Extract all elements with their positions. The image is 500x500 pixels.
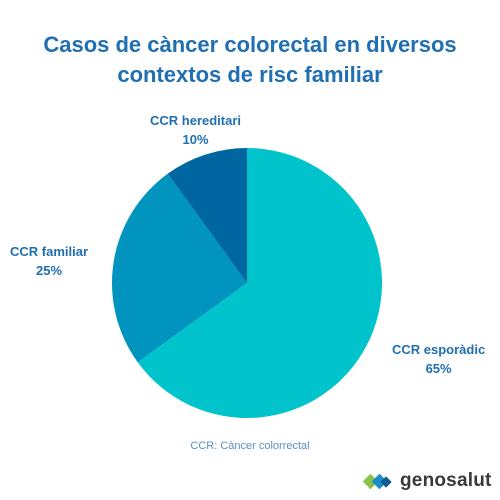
genosalut-logo-icon [362, 473, 392, 490]
chart-title-line-1: Casos de càncer colorectal en diversos [43, 32, 457, 57]
brand-name: genosalut [400, 470, 492, 491]
chart-title: Casos de càncer colorectal en diversos c… [0, 30, 500, 90]
slice-name: CCR hereditari [150, 113, 242, 128]
slice-hereditari [167, 148, 247, 283]
slice-label-hereditari: CCR hereditari 10% [150, 111, 241, 149]
slice-percent: 25% [36, 263, 63, 278]
slice-name: CCR familiar [10, 244, 89, 259]
chart-title-line-2: contextos de risc familiar [117, 62, 383, 87]
slice-label-esporadic: CCR esporàdic 65% [392, 340, 485, 378]
slice-esporadic [137, 148, 382, 419]
slice-percent: 10% [182, 132, 209, 147]
slice-name: CCR esporàdic [392, 342, 486, 357]
footnote: CCR: Càncer colorrectal [190, 440, 310, 452]
brand-logo: genosalut [362, 466, 492, 496]
slice-percent: 65% [425, 361, 452, 376]
slice-familiar [111, 173, 247, 363]
slice-label-familiar: CCR familiar 25% [10, 242, 88, 280]
